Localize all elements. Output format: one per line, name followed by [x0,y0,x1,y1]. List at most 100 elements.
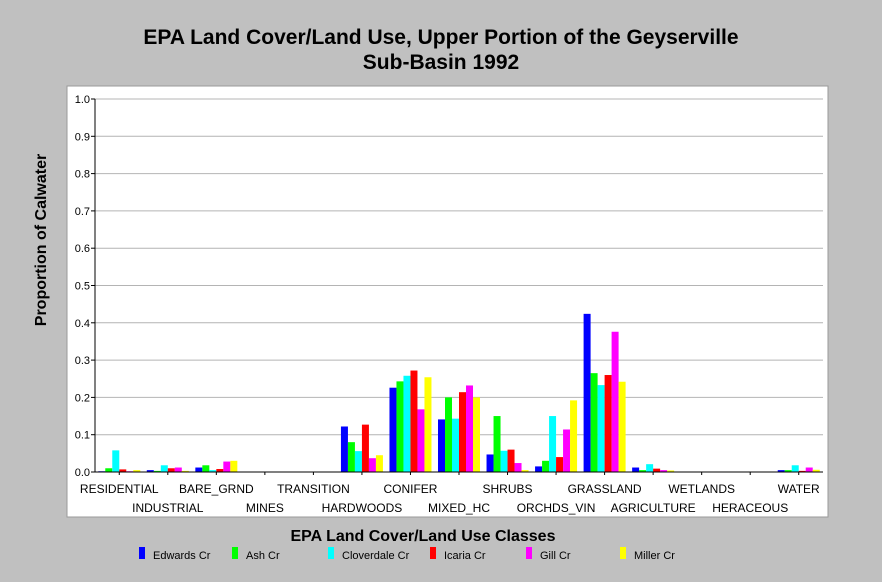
y-axis-label: Proportion of Calwater [33,154,50,326]
bar [646,464,654,472]
bar [153,470,161,472]
y-tick-label: 0.3 [75,355,90,367]
bar [445,397,452,472]
legend-swatch [328,547,334,559]
bar [542,460,550,472]
bar [604,375,612,472]
y-tick-label: 0.7 [75,206,90,218]
bar [195,467,203,472]
x-category-label: TRANSITION [277,482,350,496]
y-axis-ticks: 0.0 0.1 0.2 0.3 0.4 0.5 0.6 0.7 0.8 0.9 1.0 [75,94,95,479]
bar [791,465,799,472]
x-axis-label: EPA Land Cover/Land Use Classes [291,528,556,545]
bar [805,467,813,472]
x-category-label: CONIFER [383,482,437,496]
legend-swatch [430,547,436,559]
bar [667,470,675,472]
y-tick-label: 0.1 [75,430,90,442]
bar [507,449,515,472]
bar [417,409,425,472]
x-category-label: RESIDENTIAL [80,482,159,496]
legend-label: Cloverdale Cr [342,550,410,562]
legend-label: Ash Cr [246,550,280,562]
bar [368,458,376,472]
chart-title-line-2: Sub-Basin 1992 [363,51,519,74]
legend-swatch [139,547,145,559]
bar [396,381,404,472]
bar [570,400,578,472]
bar [459,392,466,472]
bar [639,470,647,472]
y-tick-label: 1.0 [75,94,90,106]
bar [361,424,369,472]
x-category-label: HARDWOODS [322,501,403,515]
bar [410,370,418,472]
x-category-label: BARE_GRND [179,482,254,496]
bar [466,385,473,472]
y-tick-label: 0.2 [75,392,90,404]
bar [521,470,529,472]
bar [618,381,626,472]
x-axis-categories: RESIDENTIAL INDUSTRIAL BARE_GRND MINES TRANS… [80,472,820,515]
bars [98,313,820,472]
bar [590,373,598,472]
bar [493,416,501,472]
bar [486,454,494,472]
y-tick-label: 0.5 [75,281,90,293]
x-category-label: AGRICULTURE [611,501,696,515]
bar [424,377,432,472]
bar [167,468,175,472]
bar [112,450,120,472]
x-category-label: SHRUBS [483,482,533,496]
legend-label: Miller Cr [634,550,675,562]
bar [216,469,224,472]
bar [119,469,127,472]
x-category-label: WETLANDS [668,482,735,496]
bar [375,455,383,472]
y-tick-label: 0.4 [75,318,90,330]
gridlines [95,98,823,436]
bar [514,463,522,472]
bar [209,470,217,472]
x-category-label: ORCHDS_VIN [517,501,596,515]
bar [632,467,640,472]
bar [549,416,557,472]
bar [583,313,591,472]
bar [535,466,543,472]
legend-swatch [526,547,532,559]
bar [500,450,508,472]
bar [812,469,820,472]
bar [347,442,355,472]
bar [105,468,113,472]
bar [202,465,210,472]
bar [452,418,459,472]
bar [660,470,668,472]
legend-label: Edwards Cr [153,550,211,562]
bar [230,460,238,472]
bar [160,465,168,472]
bar [653,468,661,472]
bar [133,470,141,472]
x-category-label: GRASSLAND [568,482,642,496]
bar [340,426,348,472]
bar [784,470,792,472]
bar [597,385,605,472]
y-tick-label: 0.0 [75,467,90,479]
legend-swatch [232,547,238,559]
bar [438,419,445,472]
bar [556,457,564,472]
chart-title-line-1: EPA Land Cover/Land Use, Upper Portion o… [143,26,738,49]
bar [354,451,362,472]
y-tick-label: 0.6 [75,243,90,255]
bar [798,470,806,472]
bar [777,470,785,472]
x-category-label: WATER [778,482,820,496]
y-tick-label: 0.8 [75,169,90,181]
bar [389,387,397,472]
x-category-label: MINES [246,501,284,515]
bar [146,470,154,472]
y-tick-label: 0.9 [75,131,90,143]
x-category-label: HERACEOUS [712,501,788,515]
bar [223,461,231,472]
